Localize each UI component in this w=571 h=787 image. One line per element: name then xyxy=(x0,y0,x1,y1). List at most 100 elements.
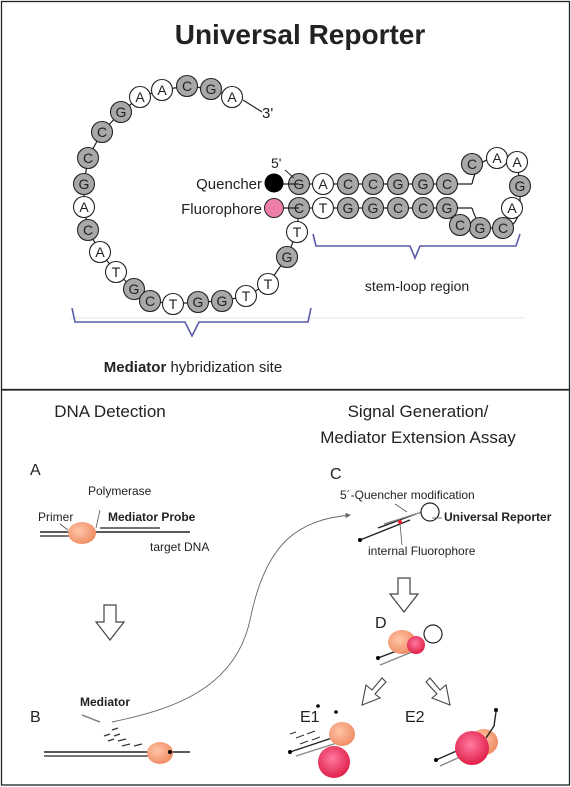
stem-top-nucleotide: G xyxy=(418,176,429,192)
loop-nucleotide-circle xyxy=(88,240,112,264)
stem-bottom-nucleotide-circle xyxy=(336,196,360,220)
polymerase-label: Polymerase xyxy=(88,484,152,498)
hairpin-nucleotide-circle xyxy=(491,216,515,240)
stem-bottom-nucleotide: G xyxy=(442,200,453,216)
stem-top-nucleotide-circle xyxy=(411,172,435,196)
hairpin-nucleotide: A xyxy=(512,154,522,170)
loop-nucleotide: A xyxy=(157,82,167,98)
loop-nucleotide: T xyxy=(169,296,178,312)
hairpin-nucleotide: G xyxy=(475,220,486,236)
stem-top-nucleotide: C xyxy=(442,176,452,192)
loop-nucleotide: C xyxy=(97,124,107,140)
loop-nucleotide-circle xyxy=(128,85,152,109)
stem-top-nucleotide: C xyxy=(368,176,378,192)
loop-nucleotide-circle xyxy=(199,77,223,101)
loop-nucleotide-circle xyxy=(220,85,244,109)
stem-top-nucleotide: G xyxy=(393,176,404,192)
hybridization-label: Mediator hybridization site xyxy=(104,359,282,376)
quencher-label: Quencher xyxy=(196,176,262,193)
hybridization-brace xyxy=(71,307,312,338)
hairpin-nucleotide-circle xyxy=(505,150,529,174)
bottom-panel-frame xyxy=(0,389,571,786)
mediator-probe-label: Mediator Probe xyxy=(108,510,196,524)
internal-fluorophore-label: internal Fluorophore xyxy=(368,544,476,558)
polymerase-a xyxy=(68,522,96,544)
loop-nucleotide-circle xyxy=(150,78,174,102)
hairpin-nucleotide-circle xyxy=(500,196,524,220)
mediator-fragments xyxy=(103,727,143,747)
hairpin-nucleotide: A xyxy=(492,150,502,166)
hairpin-nucleotide: A xyxy=(507,200,517,216)
stem-bottom-nucleotide: G xyxy=(368,200,379,216)
stem-top-nucleotide-circle xyxy=(386,172,410,196)
loop-nucleotide: A xyxy=(135,89,145,105)
loop-nucleotide-circle xyxy=(122,277,146,301)
stem-bottom-nucleotide-circle xyxy=(435,196,459,220)
loop-nucleotide-circle xyxy=(161,292,185,316)
loop-nucleotide: G xyxy=(193,294,204,310)
loop-nucleotide-circle xyxy=(234,284,258,308)
stem-top-nucleotide-circle xyxy=(361,172,385,196)
hairpin-nucleotide: C xyxy=(455,217,465,233)
title: Universal Reporter xyxy=(175,19,426,50)
loop-nucleotide: A xyxy=(95,244,105,260)
mediator-transfer-curve xyxy=(111,512,351,723)
stem-bottom-nucleotide-circle xyxy=(311,196,335,220)
five-prime-label: 5' xyxy=(271,155,281,171)
loop-nucleotide: T xyxy=(293,224,302,240)
fluorophore-d xyxy=(407,636,425,654)
stem-bottom-nucleotide-circle xyxy=(361,196,385,220)
loop-nucleotide: G xyxy=(129,281,140,297)
quencher-mod-label: 5´-Quencher modification xyxy=(340,488,475,502)
loop-nucleotide-circle xyxy=(186,290,210,314)
hairpin-nucleotide: C xyxy=(467,156,477,172)
label-e2: E2 xyxy=(405,709,425,726)
top-panel-frame xyxy=(0,0,571,391)
loop-nucleotide-circle xyxy=(256,272,280,296)
hairpin-nucleotide-circle xyxy=(448,213,472,237)
hairpin-nucleotide-circle xyxy=(460,152,484,176)
loop-nucleotide: C xyxy=(83,222,93,238)
loop-nucleotide: G xyxy=(217,293,228,309)
loop-nucleotide-circle xyxy=(109,100,133,124)
fluorophore-dot xyxy=(264,198,284,218)
fluorophore-e1 xyxy=(318,746,350,778)
primer-label: Primer xyxy=(38,510,73,524)
loop-nucleotide-circle xyxy=(138,289,162,313)
stem-top-nucleotide-circle xyxy=(435,172,459,196)
signal-title-line1: Signal Generation/ xyxy=(348,402,489,421)
fluorophore-e2 xyxy=(455,731,489,765)
loop-nucleotide-circle xyxy=(76,218,100,242)
stem-bottom-nucleotide: C xyxy=(418,200,428,216)
loop-nucleotide: A xyxy=(227,89,237,105)
arrow-d-to-e1 xyxy=(361,677,387,706)
stem-bottom-nucleotide-circle xyxy=(411,196,435,220)
dna-detection-title: DNA Detection xyxy=(54,402,166,421)
stem-top-nucleotide: C xyxy=(343,176,353,192)
loop-nucleotide: T xyxy=(264,276,273,292)
loop-nucleotide-circle xyxy=(104,260,128,284)
arrow-a-to-b xyxy=(94,604,126,641)
loop-nucleotide-circle xyxy=(76,146,100,170)
label-e1: E1 xyxy=(300,709,320,726)
signal-title-line2: Mediator Extension Assay xyxy=(320,428,516,447)
reporter-loop-c xyxy=(420,502,440,522)
quencher-dot xyxy=(264,173,284,193)
loop-nucleotide: G xyxy=(206,81,217,97)
polymerase-e1 xyxy=(329,722,355,746)
polymerase-b xyxy=(147,742,173,764)
loop-nucleotide-circle xyxy=(90,120,114,144)
label-d: D xyxy=(375,615,387,632)
target-dna-label: target DNA xyxy=(150,540,209,554)
three-prime-tail xyxy=(242,99,263,113)
stem-top-nucleotide-circle xyxy=(336,172,360,196)
loop-nucleotide: C xyxy=(182,78,192,94)
label-c: C xyxy=(330,466,342,483)
stem-loop-brace xyxy=(312,233,521,261)
loop-nucleotide-circle xyxy=(275,245,299,269)
loop-nucleotide-circle xyxy=(210,289,234,313)
stem-bottom-nucleotide-circle xyxy=(386,196,410,220)
arrow-d-to-e2 xyxy=(425,677,451,706)
